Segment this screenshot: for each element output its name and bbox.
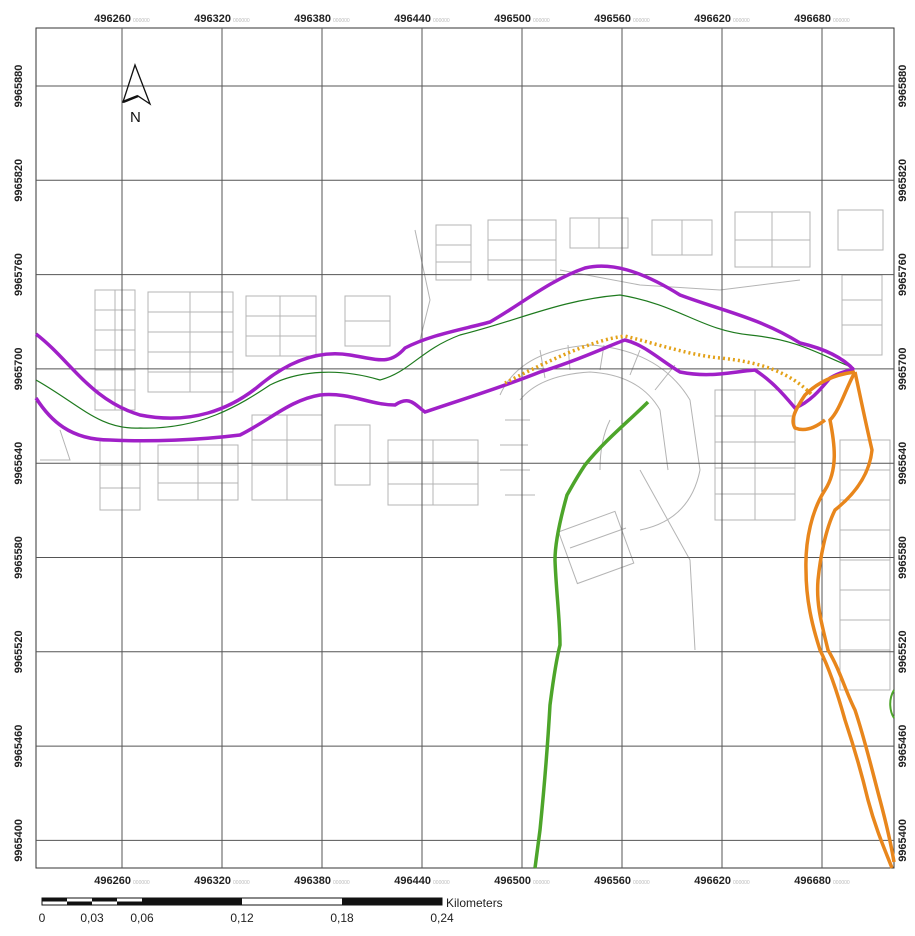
grid-layer bbox=[36, 28, 894, 868]
x-tick-label: 496620 000000 bbox=[694, 13, 750, 25]
y-tick-label: 9965760 bbox=[897, 253, 909, 296]
stream-layer bbox=[34, 264, 896, 869]
y-axis-left-ticks: 9965880 9965820 9965760 9965700 9965640 99655… bbox=[13, 65, 25, 862]
map-frame bbox=[35, 27, 895, 869]
stream-centerline bbox=[35, 294, 855, 429]
north-arrow: N bbox=[121, 63, 152, 126]
y-axis-right-ticks: 9965880 9965820 9965760 9965700 9965640 99655… bbox=[897, 65, 909, 862]
y-tick-label: 9965880 bbox=[13, 65, 25, 108]
x-tick-label: 496440 000000 bbox=[394, 875, 450, 887]
y-tick-label: 9965760 bbox=[13, 253, 25, 296]
green-stream-east-stub bbox=[889, 689, 895, 719]
scale-bar-label: 0 bbox=[39, 911, 46, 925]
x-tick-label: 496680 000000 bbox=[794, 13, 850, 25]
parcel-layer bbox=[40, 209, 891, 691]
y-tick-label: 9965820 bbox=[13, 159, 25, 202]
y-tick-label: 9965580 bbox=[897, 536, 909, 579]
green-stream bbox=[533, 400, 650, 869]
x-tick-label: 496260 000000 bbox=[94, 875, 150, 887]
y-tick-label: 9965400 bbox=[13, 819, 25, 862]
orange-stream-outer bbox=[815, 371, 896, 863]
parcel-block bbox=[435, 224, 472, 281]
parcel-block bbox=[839, 439, 891, 691]
river-north-bank bbox=[34, 264, 856, 420]
y-tick-label: 9965580 bbox=[13, 536, 25, 579]
x-tick-label: 496680 000000 bbox=[794, 875, 850, 887]
y-tick-label: 9965880 bbox=[897, 65, 909, 108]
scale-bar-label: 0,18 bbox=[330, 911, 354, 925]
x-tick-label: 496560 000000 bbox=[594, 13, 650, 25]
y-tick-label: 9965700 bbox=[13, 347, 25, 390]
scale-bar-label: 0,03 bbox=[80, 911, 104, 925]
dotted-boundary bbox=[504, 334, 814, 397]
scale-unit-label: Kilometers bbox=[446, 896, 503, 910]
scale-bar-label: 0,06 bbox=[130, 911, 154, 925]
x-tick-label: 496260 000000 bbox=[94, 13, 150, 25]
y-tick-label: 9965520 bbox=[897, 630, 909, 673]
x-tick-label: 496560 000000 bbox=[594, 875, 650, 887]
scale-bar-label: 0,24 bbox=[430, 911, 454, 925]
x-tick-label: 496320 000000 bbox=[194, 875, 250, 887]
y-tick-label: 9965640 bbox=[13, 442, 25, 485]
y-tick-label: 9965820 bbox=[897, 159, 909, 202]
scale-bar: Kilometers 0 0,03 0,06 0,12 0,18 0,24 bbox=[39, 896, 503, 925]
parcel-block bbox=[245, 295, 317, 357]
y-tick-label: 9965400 bbox=[897, 819, 909, 862]
x-tick-label: 496380 000000 bbox=[294, 13, 350, 25]
x-tick-label: 496320 000000 bbox=[194, 13, 250, 25]
y-tick-label: 9965520 bbox=[13, 630, 25, 673]
x-axis-bottom-ticks: 496260 000000 496320 000000 496380 000000 4964… bbox=[94, 875, 850, 887]
x-tick-label: 496620 000000 bbox=[694, 875, 750, 887]
orange-stream-inner bbox=[804, 371, 894, 869]
river-south-bank bbox=[34, 338, 855, 443]
parcel-block bbox=[837, 209, 884, 251]
x-tick-label: 496500 000000 bbox=[494, 875, 550, 887]
y-tick-label: 9965700 bbox=[897, 347, 909, 390]
y-tick-label: 9965640 bbox=[897, 442, 909, 485]
x-axis-top-ticks: 496260 000000 496320 000000 496380 000000 4964… bbox=[94, 13, 850, 25]
x-tick-label: 496500 000000 bbox=[494, 13, 550, 25]
scale-bar-label: 0,12 bbox=[230, 911, 254, 925]
parcel-block bbox=[334, 424, 371, 486]
x-tick-label: 496380 000000 bbox=[294, 875, 350, 887]
y-tick-label: 9965460 bbox=[897, 725, 909, 768]
y-tick-label: 9965460 bbox=[13, 725, 25, 768]
scale-bar-labels: 0 0,03 0,06 0,12 0,18 0,24 bbox=[39, 911, 454, 925]
north-label: N bbox=[130, 109, 141, 126]
orange-branch bbox=[791, 370, 856, 432]
x-tick-label: 496440 000000 bbox=[394, 13, 450, 25]
